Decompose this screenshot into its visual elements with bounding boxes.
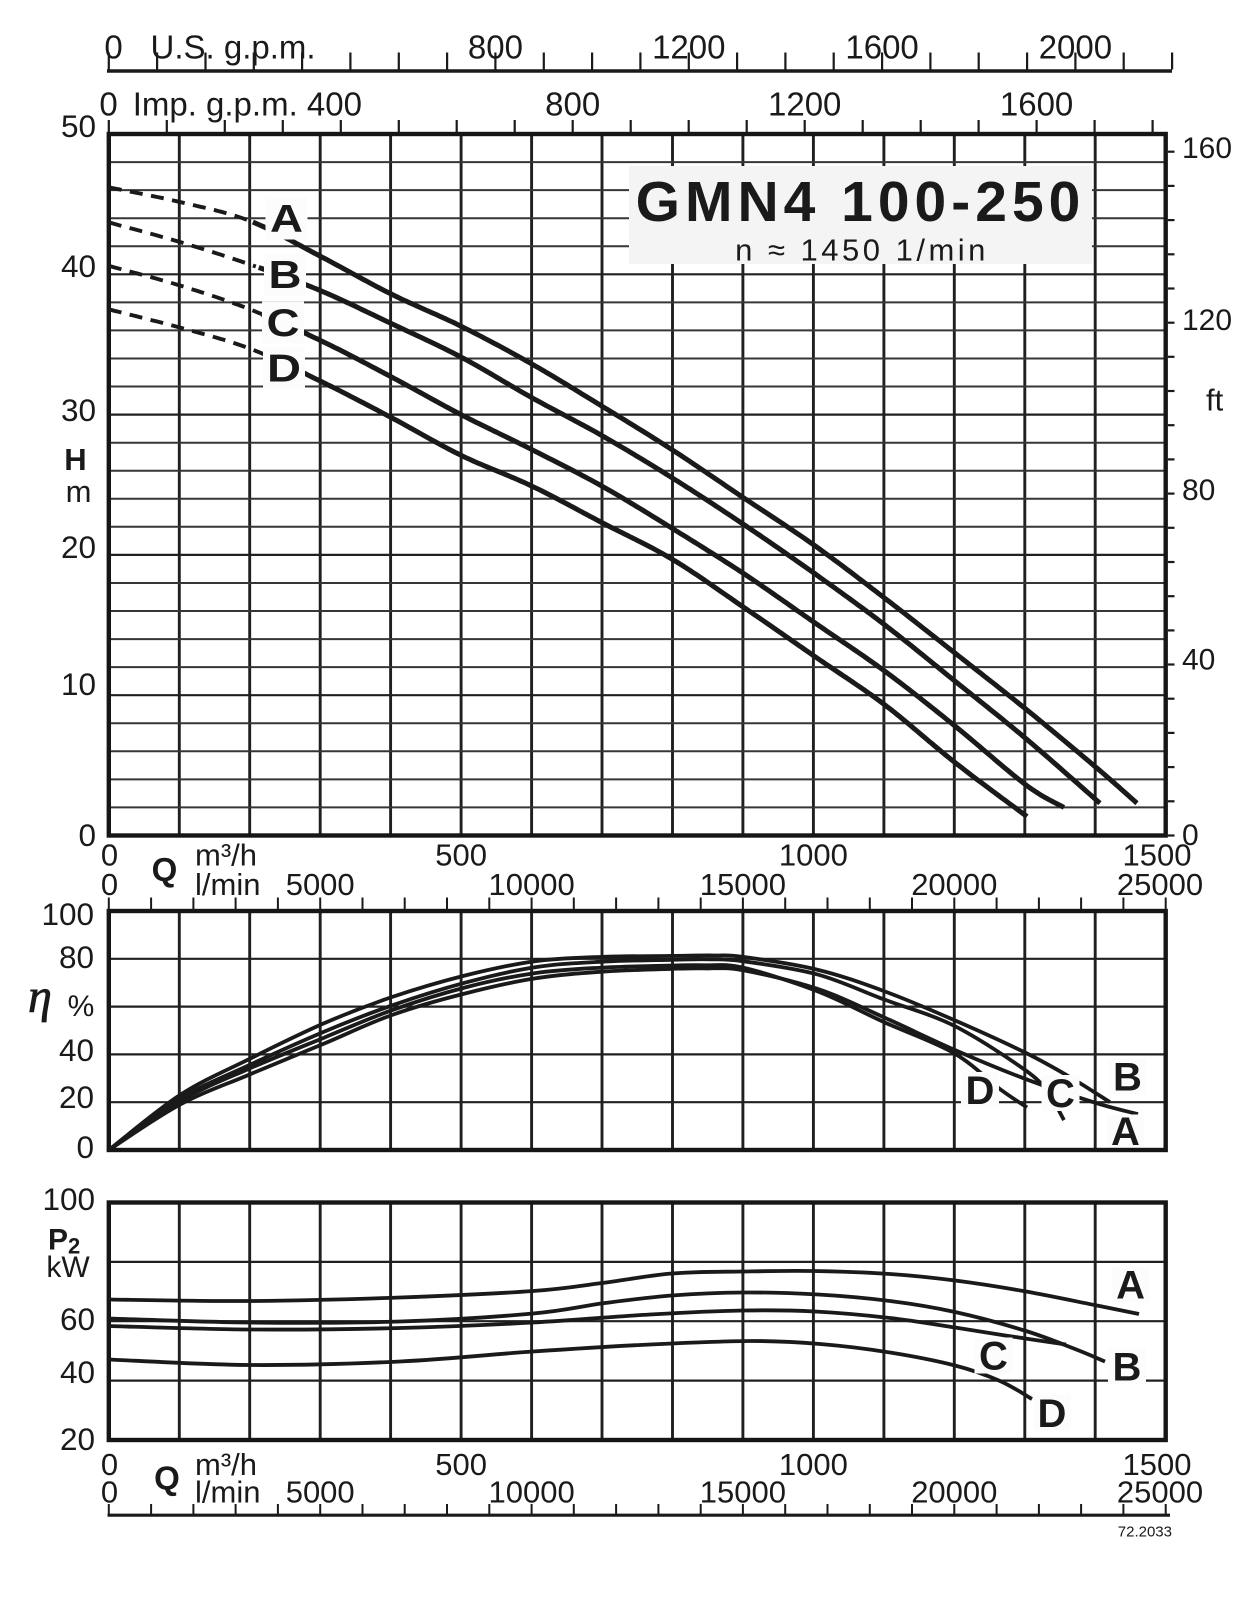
svg-text:5000: 5000 [286, 867, 355, 902]
svg-text:0: 0 [78, 817, 96, 853]
svg-text:0: 0 [99, 86, 117, 123]
svg-text:30: 30 [61, 392, 96, 428]
svg-text:D: D [1037, 1392, 1066, 1436]
svg-text:500: 500 [435, 837, 487, 872]
svg-text:20: 20 [60, 1421, 95, 1457]
svg-text:B: B [1113, 1345, 1142, 1389]
svg-text:η: η [28, 970, 52, 1023]
svg-text:100: 100 [41, 896, 94, 932]
svg-text:80: 80 [1182, 474, 1215, 507]
svg-text:25000: 25000 [1117, 867, 1203, 902]
svg-text:40: 40 [61, 248, 96, 284]
svg-text:1000: 1000 [779, 837, 848, 872]
svg-text:1500: 1500 [1123, 1447, 1192, 1482]
svg-text:80: 80 [59, 939, 94, 975]
svg-text:ft: ft [1206, 382, 1224, 417]
svg-text:C: C [1046, 1072, 1075, 1116]
svg-text:500: 500 [435, 1447, 487, 1482]
svg-text:GMN4 100-250: GMN4 100-250 [636, 170, 1086, 234]
svg-text:100: 100 [42, 1181, 95, 1217]
svg-text:H: H [64, 442, 86, 477]
svg-text:1500: 1500 [1123, 837, 1192, 872]
svg-text:0: 0 [76, 1129, 94, 1165]
svg-text:l/min: l/min [195, 867, 260, 902]
svg-text:15000: 15000 [700, 867, 786, 902]
svg-text:20000: 20000 [911, 867, 997, 902]
svg-text:800: 800 [468, 29, 523, 66]
svg-text:l/min: l/min [195, 1474, 260, 1509]
svg-text:10000: 10000 [488, 1474, 574, 1509]
svg-text:Q: Q [152, 851, 178, 888]
svg-text:1200: 1200 [652, 29, 725, 66]
svg-text:%: % [68, 990, 95, 1023]
svg-text:0: 0 [101, 867, 118, 902]
svg-text:A: A [1116, 1264, 1145, 1308]
svg-text:A: A [1111, 1110, 1140, 1154]
svg-text:n ≈ 1450 1/min: n ≈ 1450 1/min [735, 232, 989, 267]
svg-text:20: 20 [61, 529, 96, 565]
svg-text:C: C [979, 1335, 1008, 1379]
svg-text:m: m [66, 474, 92, 509]
svg-text:Imp. g.p.m. 400: Imp. g.p.m. 400 [133, 86, 362, 123]
svg-text:160: 160 [1182, 132, 1232, 165]
svg-text:2000: 2000 [1039, 29, 1112, 66]
svg-text:Q: Q [154, 1459, 180, 1496]
svg-text:m³/h: m³/h [195, 837, 257, 872]
svg-text:10000: 10000 [488, 867, 574, 902]
svg-text:kW: kW [46, 1251, 90, 1284]
svg-text:0: 0 [101, 1447, 118, 1482]
svg-text:0: 0 [1182, 819, 1199, 852]
svg-text:20000: 20000 [911, 1474, 997, 1509]
svg-text:0: 0 [101, 1474, 118, 1509]
svg-text:120: 120 [1182, 304, 1232, 337]
svg-text:40: 40 [59, 1032, 94, 1068]
svg-text:60: 60 [60, 1301, 95, 1337]
svg-text:m³/h: m³/h [195, 1447, 257, 1482]
svg-text:15000: 15000 [700, 1474, 786, 1509]
svg-text:B: B [1113, 1056, 1142, 1100]
svg-text:72.2033: 72.2033 [1118, 1523, 1172, 1540]
svg-text:U.S. g.p.m.: U.S. g.p.m. [151, 29, 316, 66]
svg-text:0: 0 [104, 29, 122, 66]
svg-text:D: D [267, 348, 301, 391]
svg-text:C: C [267, 302, 300, 345]
svg-text:800: 800 [545, 86, 600, 123]
svg-text:A: A [270, 198, 303, 241]
svg-text:1000: 1000 [779, 1447, 848, 1482]
svg-text:40: 40 [60, 1354, 95, 1390]
svg-text:B: B [269, 254, 302, 297]
svg-text:1600: 1600 [1000, 86, 1073, 123]
svg-text:1600: 1600 [845, 29, 918, 66]
svg-text:0: 0 [101, 837, 118, 872]
svg-text:40: 40 [1182, 644, 1215, 677]
svg-text:50: 50 [61, 108, 96, 144]
svg-text:10: 10 [61, 666, 96, 702]
svg-text:1200: 1200 [768, 86, 841, 123]
svg-text:20: 20 [59, 1079, 94, 1115]
svg-text:D: D [966, 1069, 995, 1113]
svg-text:5000: 5000 [286, 1474, 355, 1509]
svg-text:25000: 25000 [1117, 1474, 1203, 1509]
